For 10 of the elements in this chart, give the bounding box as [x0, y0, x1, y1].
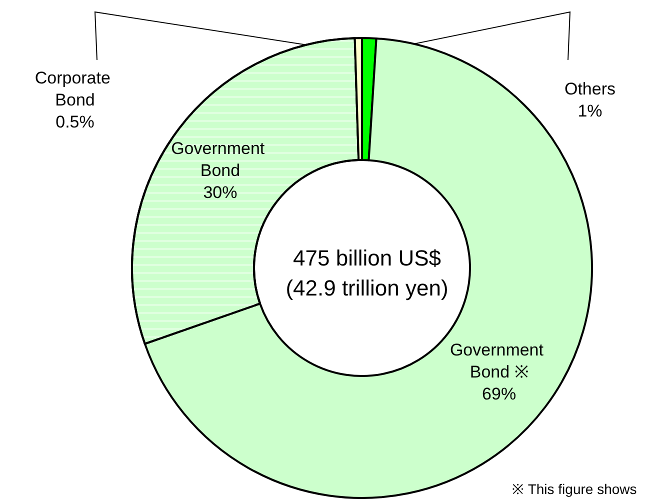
text: 475 billion US$ (42.9 trillion yen)	[286, 246, 448, 300]
slice-label: Government Bond ※	[450, 340, 548, 382]
data-label: 0.5%	[56, 112, 94, 132]
data-label: 69%	[482, 384, 516, 404]
slice-label: Government Bond	[171, 139, 270, 180]
slice-label: Corporate Bond	[34, 68, 116, 110]
data-label: 1%	[578, 102, 602, 120]
slice-label: Others	[564, 80, 616, 98]
text: ※ This figure shows	[512, 481, 637, 497]
data-label: 30%	[203, 183, 238, 202]
